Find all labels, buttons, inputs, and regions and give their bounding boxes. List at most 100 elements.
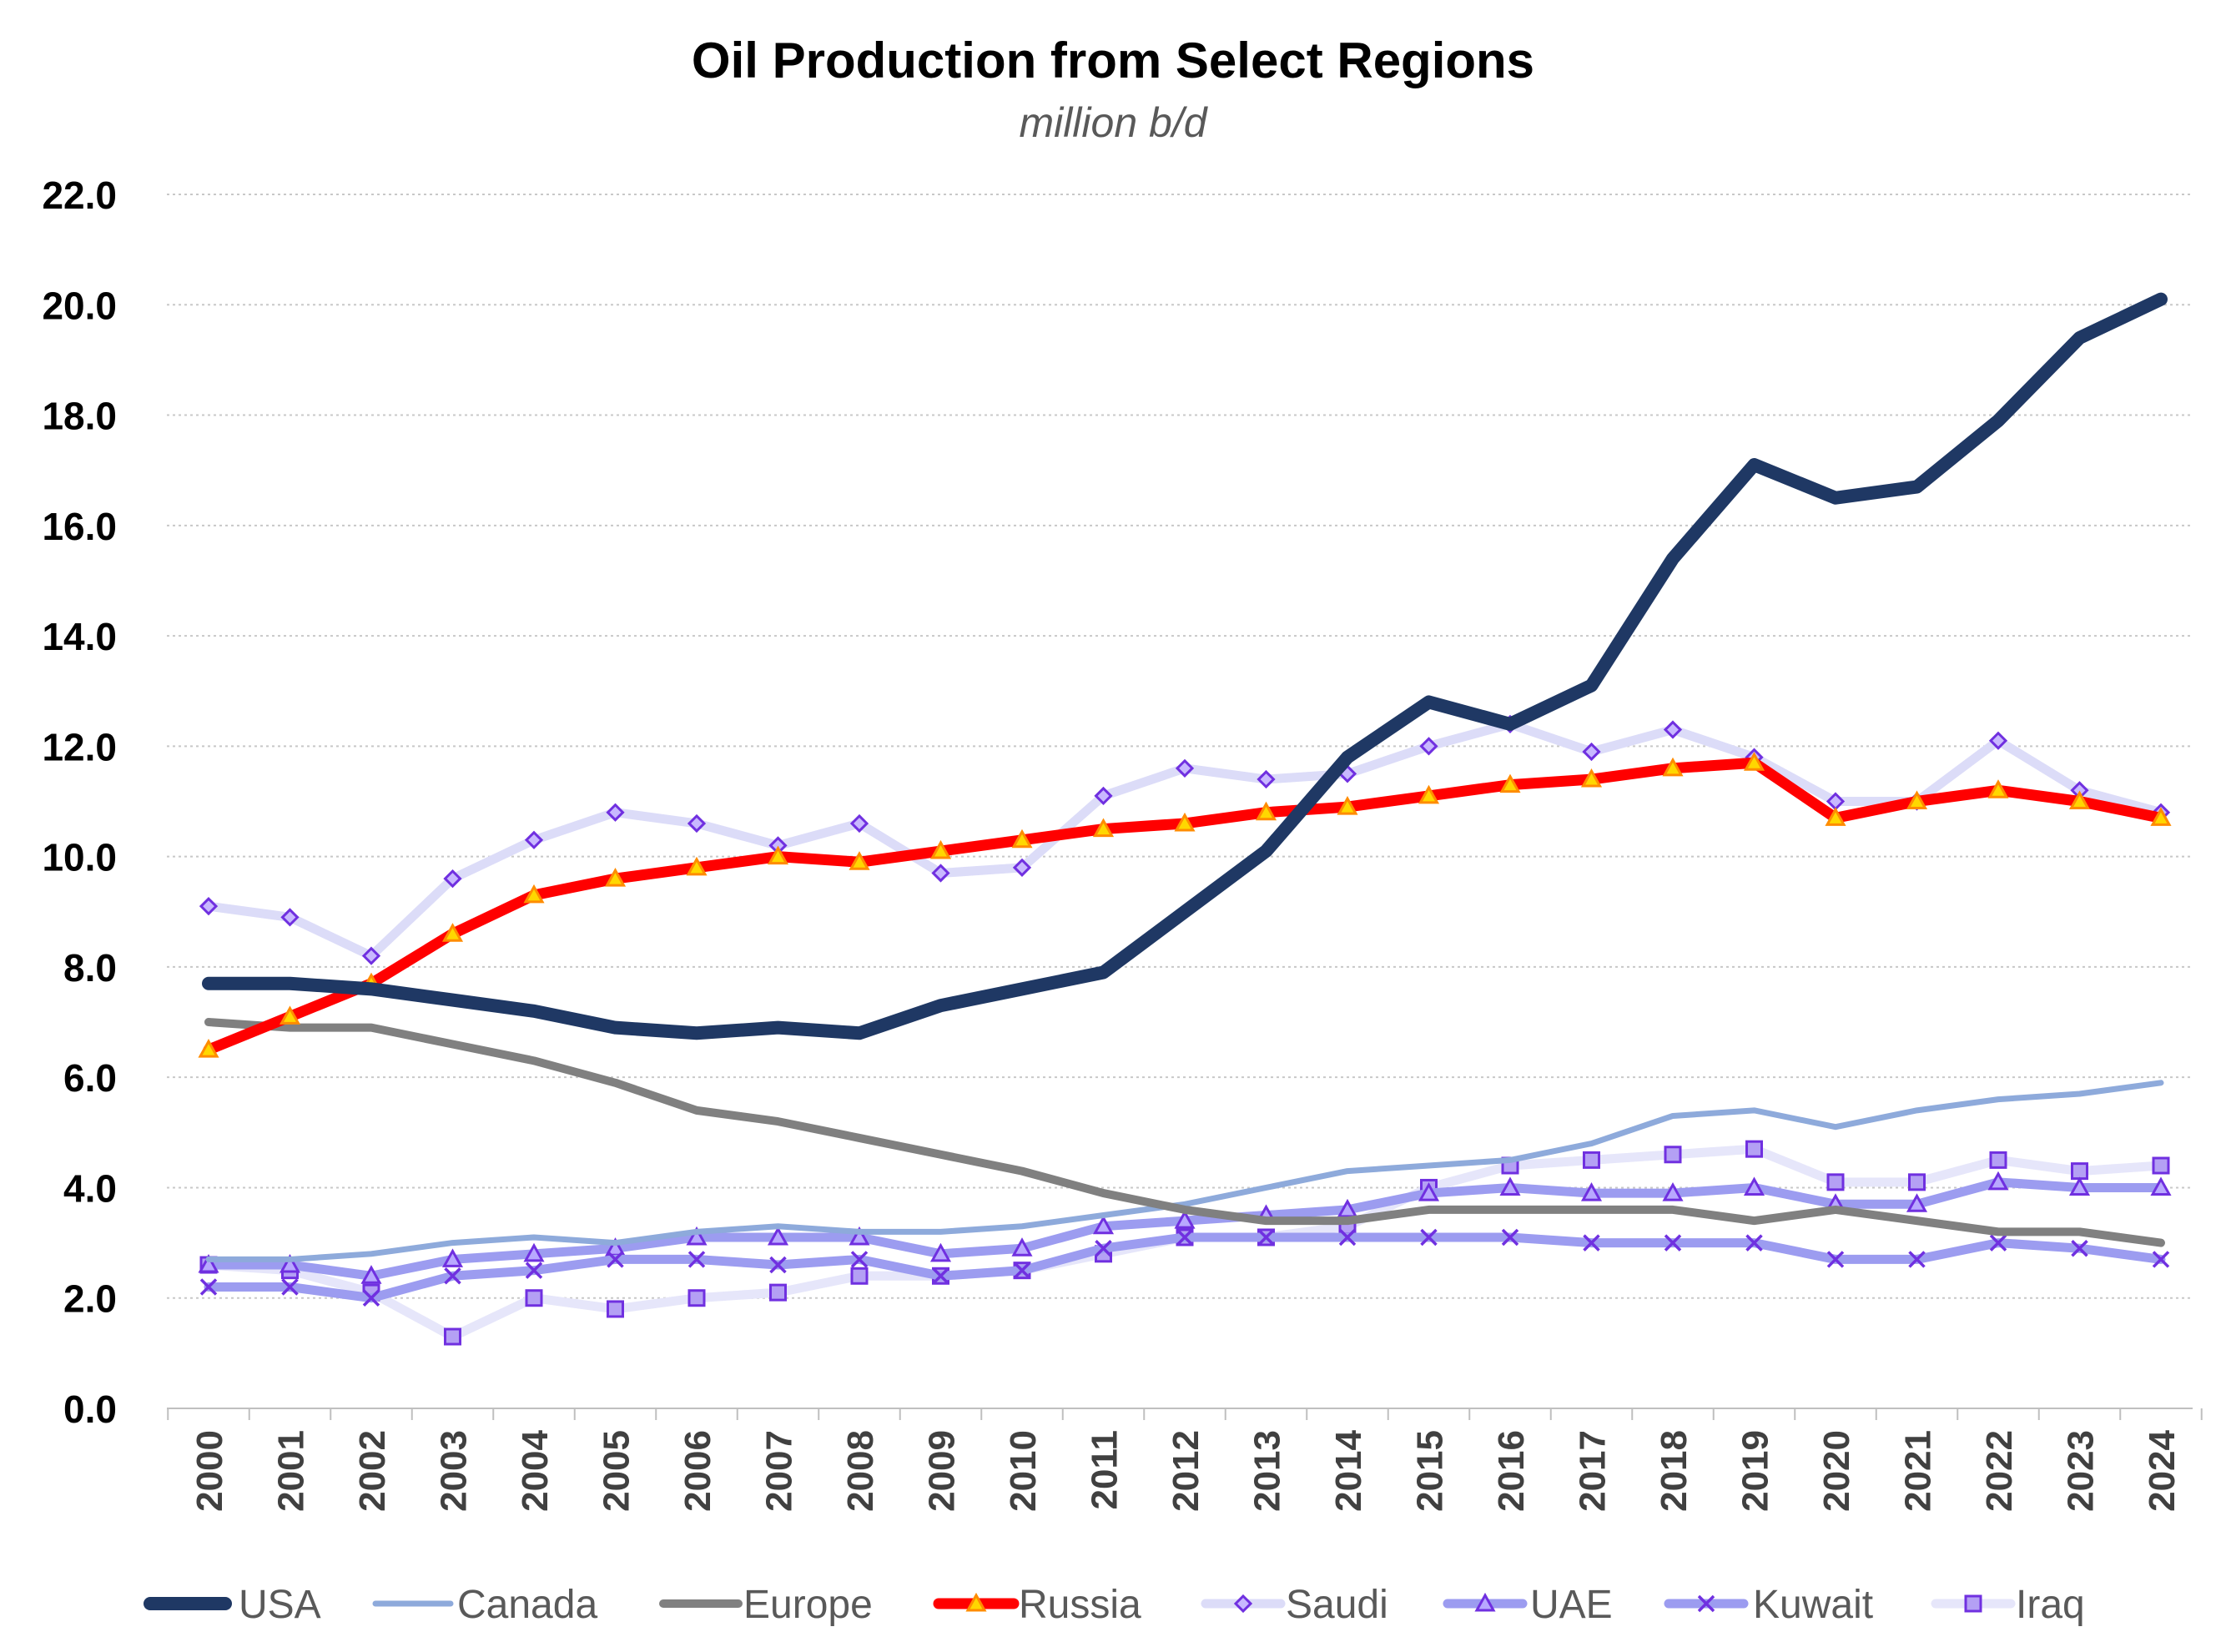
marker-x: [1745, 1234, 1763, 1252]
marker-square: [687, 1289, 706, 1307]
marker-triangle: [1499, 1176, 1521, 1196]
marker-x: [199, 1278, 218, 1296]
legend-label: Europe: [743, 1583, 873, 1627]
legend-item-usa: USA: [144, 1583, 321, 1627]
legend-label: Kuwait: [1753, 1583, 1873, 1627]
series-line-canada: [205, 1080, 2164, 1262]
marker-diamond: [524, 830, 544, 849]
marker-triangle: [441, 923, 464, 942]
marker-triangle: [686, 856, 708, 876]
marker-x: [1501, 1228, 1519, 1247]
marker-diamond: [1175, 758, 1195, 778]
marker-square: [607, 1300, 624, 1318]
series-europe: [204, 1018, 2165, 1247]
x-tick-label: 2013: [1247, 1430, 1288, 1512]
marker-diamond: [361, 946, 381, 965]
marker-triangle: [1418, 1181, 1440, 1201]
y-tick-label: 18.0: [42, 395, 117, 438]
x-tick-label: 2006: [677, 1430, 718, 1512]
y-tick-label: 8.0: [63, 946, 117, 990]
series-canada: [205, 1080, 2164, 1262]
legend-label: Canada: [457, 1583, 597, 1627]
marker-triangle: [849, 851, 870, 870]
marker-diamond: [1582, 742, 1601, 762]
marker-triangle: [360, 1265, 382, 1284]
legend-item-europe: Europe: [659, 1583, 873, 1627]
y-tick-label: 14.0: [42, 615, 117, 658]
legend-item-saudi: Saudi: [1201, 1583, 1388, 1627]
marker-triangle: [2150, 807, 2172, 826]
series-line-usa: [202, 292, 2168, 1040]
series-usa: [202, 292, 2168, 1040]
marker-x: [1338, 1228, 1357, 1247]
marker-triangle: [929, 1242, 952, 1262]
marker-triangle: [1906, 790, 1928, 809]
marker-triangle: [1662, 757, 1684, 777]
marker-triangle: [2150, 1176, 2172, 1196]
x-tick-label: 2021: [1898, 1430, 1939, 1512]
marker-triangle: [2068, 1176, 2091, 1196]
marker-diamond: [443, 869, 462, 889]
series-kuwait: [199, 1228, 2170, 1307]
legend-item-iraq: Iraq: [1931, 1583, 2085, 1627]
marker-square: [1908, 1173, 1926, 1191]
marker-triangle: [1255, 801, 1277, 821]
legend: USA Canada Europe Russia Saudi UAE Kuwait Iraq: [144, 1583, 2085, 1627]
marker-x: [281, 1278, 299, 1296]
marker-triangle: [1906, 1193, 1928, 1212]
marker-square: [2071, 1162, 2088, 1181]
x-tick-label: 2007: [759, 1430, 800, 1512]
marker-triangle: [1337, 796, 1358, 815]
marker-triangle: [198, 1253, 219, 1273]
x-tick-label: 2011: [1085, 1430, 1126, 1509]
marker-triangle: [929, 839, 952, 859]
marker-x: [850, 1251, 869, 1268]
marker-triangle: [1011, 829, 1033, 849]
legend-label: Iraq: [2016, 1583, 2085, 1627]
series-iraq: [199, 1140, 2170, 1346]
y-tick-label: 0.0: [63, 1388, 117, 1431]
series-line-europe: [204, 1018, 2165, 1247]
marker-triangle: [849, 1226, 870, 1246]
legend-label: USA: [239, 1583, 321, 1627]
marker-x: [1908, 1251, 1926, 1268]
x-tick-label: 2010: [1003, 1430, 1044, 1512]
chart-title: Oil Production from Select Regions: [691, 33, 1535, 88]
marker-triangle: [1580, 1181, 1603, 1201]
legend-item-kuwait: Kuwait: [1664, 1583, 1873, 1627]
x-tick-label: 2024: [2142, 1429, 2183, 1511]
marker-x: [607, 1251, 624, 1268]
marker-triangle: [686, 1226, 708, 1246]
x-tick-label: 2018: [1654, 1430, 1695, 1512]
marker-x: [687, 1251, 706, 1268]
marker-triangle: [1174, 812, 1196, 832]
marker-diamond: [199, 897, 219, 916]
x-tick-label: 2020: [1816, 1430, 1857, 1512]
x-tick-label: 2005: [597, 1430, 637, 1512]
marker-square: [2152, 1156, 2170, 1175]
marker-x: [1664, 1234, 1682, 1252]
marker-x: [1095, 1239, 1112, 1257]
y-tick-label: 10.0: [42, 836, 117, 879]
marker-triangle: [1092, 818, 1115, 838]
legend-item-russia: Russia: [933, 1583, 1141, 1627]
legend-item-canada: Canada: [372, 1583, 597, 1627]
marker-square: [850, 1267, 869, 1285]
marker-square: [1583, 1151, 1600, 1169]
x-tick-label: 2012: [1166, 1430, 1206, 1512]
marker-square: [1964, 1594, 1982, 1613]
series-line-saudi: [204, 719, 2166, 961]
marker-diamond: [1012, 858, 1032, 877]
marker-diamond: [1257, 769, 1276, 789]
marker-x: [1826, 1251, 1845, 1268]
marker-square: [525, 1289, 543, 1307]
marker-diamond: [1419, 737, 1438, 756]
marker-triangle: [279, 1005, 301, 1025]
marker-triangle: [604, 868, 627, 887]
marker-triangle: [1418, 784, 1440, 804]
y-tick-label: 2.0: [63, 1277, 117, 1321]
marker-triangle: [2068, 790, 2091, 809]
marker-triangle: [523, 1242, 545, 1262]
marker-triangle: [767, 845, 789, 865]
marker-x: [1583, 1234, 1600, 1252]
